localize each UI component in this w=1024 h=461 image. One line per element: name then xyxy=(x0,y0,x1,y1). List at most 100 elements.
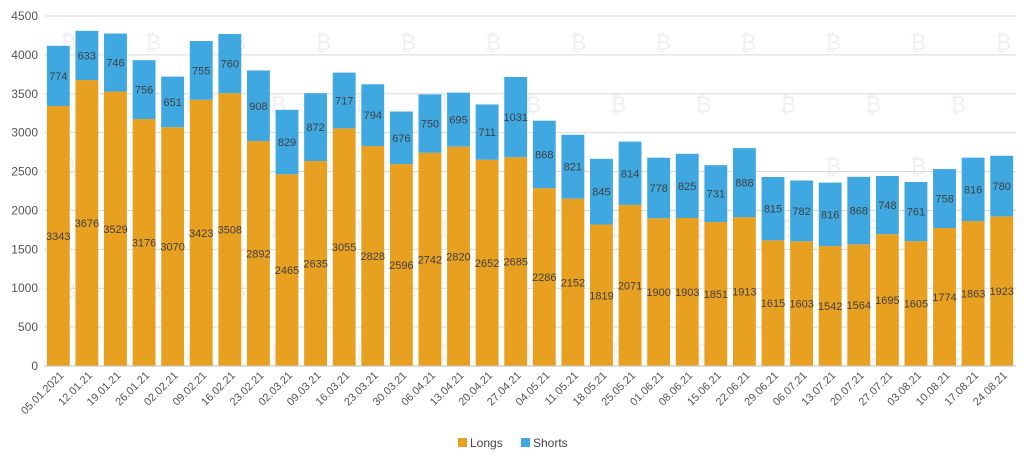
data-label-longs: 2828 xyxy=(361,251,385,263)
watermark-glyph: ₿ xyxy=(655,31,671,56)
watermark-glyph: ₿ xyxy=(910,31,926,56)
legend-label-shorts: Shorts xyxy=(533,436,568,450)
data-label-longs: 2652 xyxy=(475,258,499,270)
watermark-glyph: ₿ xyxy=(995,31,1011,56)
data-label-shorts: 695 xyxy=(449,115,467,127)
data-label-longs: 3070 xyxy=(160,242,184,254)
bar-longs xyxy=(275,174,299,366)
data-label-longs: 2635 xyxy=(303,259,327,271)
bar-shorts xyxy=(818,182,842,247)
bar-shorts xyxy=(75,30,99,81)
watermark-glyph: ₿ xyxy=(825,155,841,180)
bar-shorts xyxy=(361,84,385,147)
data-label-shorts: 755 xyxy=(192,65,210,77)
bar-longs xyxy=(132,118,156,366)
data-label-shorts: 756 xyxy=(135,85,153,97)
data-label-longs: 3343 xyxy=(46,231,70,243)
data-label-shorts: 868 xyxy=(850,206,868,218)
y-tick-label: 3000 xyxy=(11,126,38,140)
bar-shorts xyxy=(161,76,185,128)
bar-longs xyxy=(304,161,328,366)
bar-longs xyxy=(475,159,499,366)
data-label-longs: 1913 xyxy=(732,287,756,299)
data-label-longs: 2685 xyxy=(503,257,527,269)
data-label-shorts: 794 xyxy=(364,110,382,122)
data-label-shorts: 815 xyxy=(764,204,782,216)
data-label-longs: 1923 xyxy=(989,286,1013,298)
data-label-longs: 1695 xyxy=(875,295,899,307)
y-tick-label: 4500 xyxy=(11,9,38,23)
data-label-longs: 2820 xyxy=(446,251,470,263)
bar-longs xyxy=(75,80,99,366)
data-label-shorts: 761 xyxy=(907,207,925,219)
bar-longs xyxy=(418,152,442,366)
legend-swatch-shorts xyxy=(521,438,530,447)
data-label-shorts: 750 xyxy=(421,119,439,131)
bar-longs xyxy=(389,164,413,366)
data-label-shorts: 872 xyxy=(306,122,324,134)
data-label-longs: 1903 xyxy=(675,287,699,299)
bar-longs xyxy=(732,217,756,366)
y-axis: 0 500 1000 1500 2000 2500 3000 3500 4000 4500 xyxy=(11,9,38,373)
data-label-shorts: 774 xyxy=(49,71,67,83)
bar-shorts xyxy=(561,134,585,199)
data-label-longs: 3508 xyxy=(218,225,242,237)
watermark-glyph: ₿ xyxy=(315,31,331,56)
x-axis: 05.01.202112.01.2119.01.2126.01.2102.02.… xyxy=(19,365,1016,417)
data-label-longs: 3529 xyxy=(103,224,127,236)
bar-longs xyxy=(618,204,642,366)
bar-longs xyxy=(818,246,842,366)
bar-shorts xyxy=(904,181,928,242)
data-label-shorts: 868 xyxy=(535,149,553,161)
data-label-longs: 1863 xyxy=(961,289,985,301)
data-label-shorts: 845 xyxy=(592,187,610,199)
bar-shorts xyxy=(847,176,871,245)
bar-longs xyxy=(675,217,699,366)
y-tick-label: 2500 xyxy=(11,165,38,179)
bar-longs xyxy=(361,146,385,366)
bar-longs xyxy=(875,234,899,366)
data-label-longs: 2596 xyxy=(389,260,413,272)
bar-longs xyxy=(847,244,871,366)
bar-shorts xyxy=(675,153,699,218)
bar-longs xyxy=(790,241,814,366)
y-tick-label: 2000 xyxy=(11,203,38,217)
legend: Longs Shorts xyxy=(458,436,568,450)
data-label-longs: 1605 xyxy=(904,299,928,311)
bar-longs xyxy=(447,146,470,366)
bar-shorts xyxy=(875,175,899,235)
data-label-shorts: 1031 xyxy=(503,112,527,124)
bar-shorts xyxy=(761,177,785,241)
bar-shorts xyxy=(990,155,1014,217)
bar-shorts xyxy=(447,92,470,147)
bar-shorts xyxy=(418,94,442,153)
bar-shorts xyxy=(532,120,556,189)
bar-longs xyxy=(904,241,928,366)
data-label-longs: 2465 xyxy=(275,265,299,277)
watermark-glyph: ₿ xyxy=(525,93,541,118)
bar-shorts xyxy=(647,157,671,219)
bar-longs xyxy=(647,218,671,366)
bar-shorts xyxy=(132,60,156,119)
data-label-longs: 3176 xyxy=(132,237,156,249)
data-label-shorts: 748 xyxy=(878,200,896,212)
data-label-longs: 1542 xyxy=(818,301,842,313)
bar-shorts xyxy=(732,148,756,218)
data-label-shorts: 782 xyxy=(792,206,810,218)
bar-longs xyxy=(504,157,528,366)
watermark-glyph: ₿ xyxy=(865,93,881,118)
bar-shorts xyxy=(104,33,127,92)
watermark-glyph: ₿ xyxy=(950,93,966,118)
data-label-longs: 3423 xyxy=(189,228,213,240)
data-label-longs: 1900 xyxy=(646,287,670,299)
bar-longs xyxy=(961,221,985,366)
x-tick-label: 05.01.2021 xyxy=(19,370,66,417)
watermark-glyph: ₿ xyxy=(400,31,416,56)
data-label-shorts: 633 xyxy=(78,50,96,62)
data-label-longs: 1851 xyxy=(704,289,728,301)
bar-shorts xyxy=(246,70,270,142)
bar-longs xyxy=(990,216,1014,366)
bar-longs xyxy=(761,240,785,366)
bar-longs xyxy=(704,222,728,366)
data-label-longs: 2892 xyxy=(246,249,270,261)
